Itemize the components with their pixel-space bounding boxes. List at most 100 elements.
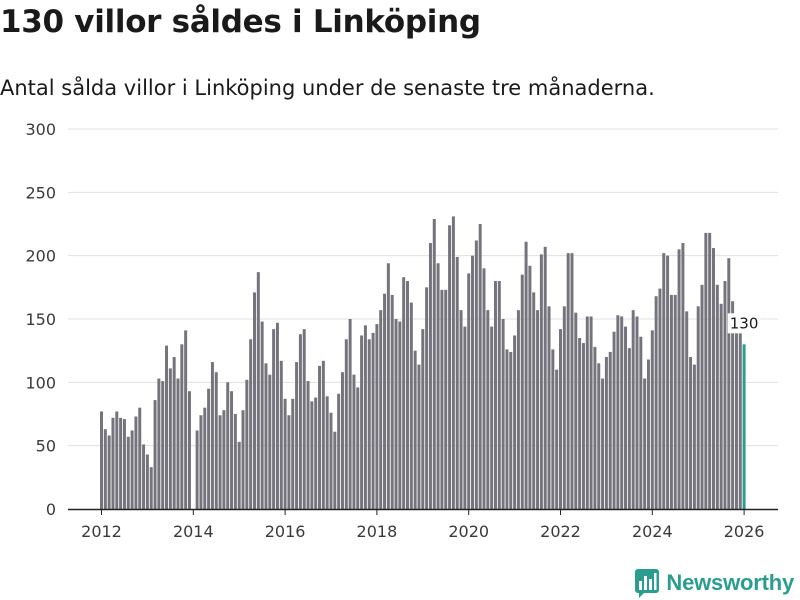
bar <box>463 326 467 509</box>
bar <box>624 326 628 509</box>
bar <box>275 322 279 509</box>
bar <box>578 338 582 509</box>
bar <box>471 255 475 509</box>
bar <box>493 281 497 509</box>
bar <box>176 378 180 509</box>
bar <box>210 362 214 509</box>
bar <box>264 363 268 509</box>
bar <box>337 393 341 509</box>
bar <box>134 416 138 509</box>
bar <box>524 241 528 510</box>
bar <box>153 400 157 509</box>
bar <box>723 281 727 509</box>
bar <box>532 292 536 509</box>
bar <box>375 324 379 509</box>
bar <box>291 398 295 509</box>
bar <box>455 256 459 509</box>
bar <box>390 294 394 509</box>
bar <box>318 365 322 509</box>
bar <box>734 331 738 509</box>
bar <box>650 330 654 509</box>
brand-name: Newsworthy <box>666 570 794 595</box>
x-tick-label: 2024 <box>632 522 673 541</box>
bar <box>612 331 616 509</box>
bar <box>115 411 119 509</box>
bar <box>130 430 134 509</box>
bar <box>731 301 735 509</box>
bar <box>218 415 222 509</box>
bar <box>585 316 589 509</box>
bar <box>658 288 662 509</box>
bar <box>310 401 314 509</box>
bar <box>165 345 169 509</box>
bar <box>566 253 570 509</box>
bar <box>168 368 172 509</box>
bar <box>157 378 161 509</box>
bar <box>184 330 188 509</box>
y-tick-label: 200 <box>25 247 56 266</box>
bar <box>356 387 360 509</box>
bar <box>551 349 555 509</box>
bar <box>352 374 356 509</box>
page-subtitle: Antal sålda villor i Linköping under de … <box>0 76 655 100</box>
bar <box>226 382 230 509</box>
y-axis-tick-labels: 0 50 100 150 200 250 300 <box>25 120 56 519</box>
bar <box>298 334 302 509</box>
bar <box>142 444 146 509</box>
x-axis-tick-labels: 2012 2014 2016 2018 2020 2022 2024 2026 <box>81 522 764 541</box>
bar <box>428 243 432 509</box>
bar <box>666 255 670 509</box>
bar <box>593 346 597 509</box>
bar <box>543 246 547 510</box>
bar <box>172 357 176 509</box>
bar <box>708 232 712 509</box>
bar <box>474 240 478 509</box>
x-tick-label: 2020 <box>448 522 489 541</box>
bar-highlight <box>742 344 746 509</box>
bar <box>516 310 520 509</box>
bar <box>413 350 417 509</box>
bar <box>520 274 524 509</box>
bar <box>279 360 283 509</box>
bar <box>256 272 260 509</box>
y-tick-label: 0 <box>46 500 56 519</box>
bar <box>459 310 463 509</box>
bar <box>712 248 715 509</box>
last-value-label: 130 <box>730 314 759 332</box>
bar <box>581 343 585 509</box>
bar <box>547 306 551 509</box>
page-title: 130 villor såldes i Linköping <box>0 4 481 40</box>
bar <box>440 289 444 509</box>
bar <box>562 306 566 509</box>
bar <box>646 359 650 509</box>
bar <box>272 329 276 509</box>
x-tick-label: 2026 <box>724 522 765 541</box>
bar <box>222 410 226 509</box>
bar <box>348 319 352 509</box>
bar <box>161 381 165 509</box>
bar <box>302 329 306 509</box>
bar <box>669 294 673 509</box>
bar <box>383 293 387 509</box>
bar <box>696 306 700 509</box>
bar <box>138 407 142 509</box>
bar <box>620 316 624 509</box>
bar <box>501 319 505 509</box>
bar <box>149 467 153 509</box>
bar <box>363 325 367 509</box>
bar <box>727 258 731 509</box>
bar <box>444 289 448 509</box>
bar <box>528 265 532 509</box>
bar <box>486 310 490 509</box>
bar <box>432 218 436 509</box>
bar <box>421 329 425 509</box>
bar <box>505 349 509 509</box>
bar <box>574 312 578 509</box>
bar <box>704 232 708 509</box>
bar <box>100 411 103 509</box>
bar <box>203 407 207 509</box>
data-labels: 130 <box>727 313 761 334</box>
bar <box>536 310 540 509</box>
bar <box>608 351 612 509</box>
